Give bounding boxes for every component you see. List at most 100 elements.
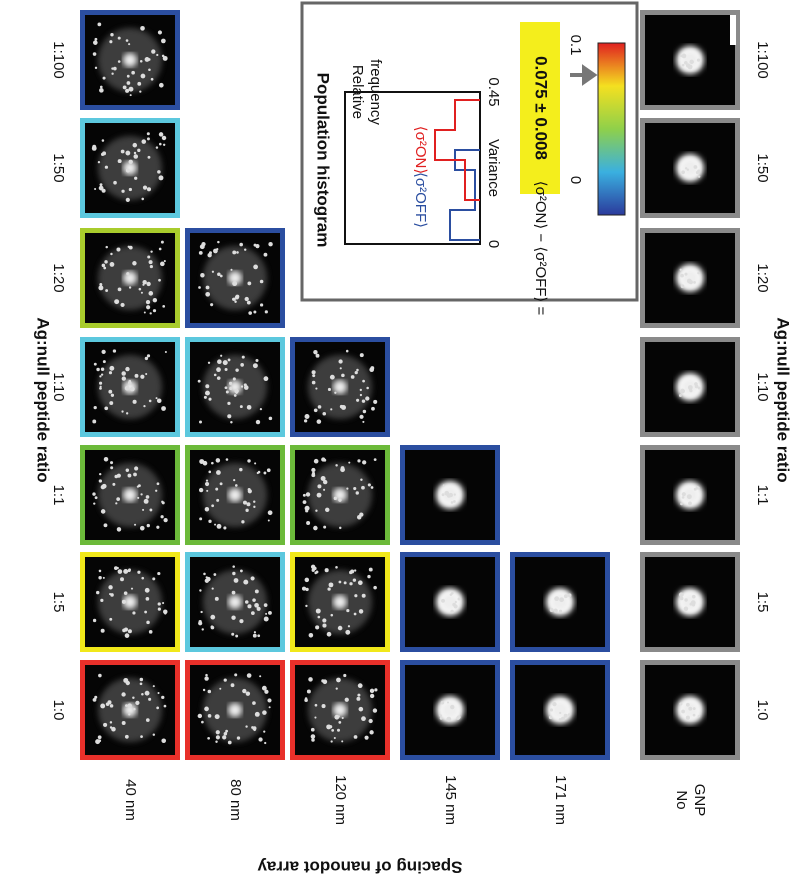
cell-spot [140, 735, 143, 738]
cell-spot [242, 356, 245, 359]
cell-spot [224, 732, 228, 736]
cell-spot [220, 275, 223, 278]
cell-spot [206, 480, 208, 482]
cell-spot [205, 482, 209, 486]
cell-spot [251, 576, 255, 580]
cell-spot [146, 300, 150, 304]
cell-spot [118, 569, 123, 574]
result: 0.075 ± 0.008 [532, 56, 551, 160]
cell-spot [559, 610, 562, 613]
cell-spot [251, 726, 254, 729]
ratio-label: 1:1 [50, 485, 67, 506]
cell-spot [685, 167, 687, 169]
cell-spot [150, 312, 152, 314]
cell-spot [100, 599, 103, 602]
cell-spot [146, 718, 150, 722]
cell-spot [682, 492, 686, 496]
cell-spot [309, 633, 314, 638]
cell-spot [230, 421, 232, 423]
cell-spot [362, 594, 366, 598]
cell-spot [235, 392, 237, 394]
cell-spot [100, 386, 102, 388]
cell-spot [159, 132, 163, 136]
cell-spot [680, 55, 683, 58]
cell-spot [156, 146, 158, 148]
cell-spot [161, 39, 166, 44]
cell-spot [306, 521, 310, 525]
cell-spot [354, 613, 357, 616]
cell-spot [680, 389, 685, 394]
cell-spot [147, 132, 150, 135]
cell-spot [564, 594, 568, 598]
cell-spot [223, 360, 228, 365]
cell-spot [336, 688, 338, 690]
cell-spot [130, 94, 132, 96]
cell-spot [100, 86, 103, 89]
cell-spot [212, 271, 214, 273]
cell-spot [118, 60, 121, 63]
cell-spot [679, 702, 682, 705]
cell-spot [94, 188, 96, 190]
cell-spot [109, 618, 112, 621]
cell-spot [338, 721, 341, 724]
cell-spot [219, 688, 221, 690]
cell-spot [222, 735, 226, 739]
cell-spot [369, 568, 373, 572]
cell-spot [145, 588, 150, 593]
cell-spot [356, 399, 359, 402]
cell-spot [131, 71, 135, 75]
cell-spot [118, 159, 122, 163]
cell-spot [131, 588, 133, 590]
cell-spot [330, 375, 335, 380]
cell-spot [149, 260, 153, 264]
cell-spot [351, 375, 355, 379]
cell-spot [346, 488, 348, 490]
cell-spot [360, 389, 362, 391]
cell-spot [360, 394, 362, 396]
cell-spot [93, 619, 96, 622]
cell-spot [199, 589, 201, 591]
cell-spot [125, 367, 129, 371]
cell-spot [360, 353, 364, 357]
cell-spot [681, 170, 685, 174]
cell-spot [198, 380, 201, 383]
cell-spot [157, 170, 161, 174]
cell-spot [231, 683, 235, 687]
cell-spot [253, 265, 258, 270]
cell-core [123, 488, 137, 502]
cell-spot [264, 617, 269, 622]
cell-spot [145, 373, 147, 375]
cell-spot [342, 717, 344, 719]
cell-spot [371, 486, 374, 489]
cell-spot [128, 629, 132, 633]
cell-spot [441, 599, 445, 603]
cell-spot [450, 705, 454, 709]
cell-spot [559, 718, 562, 721]
cell-spot [361, 486, 365, 490]
cell-spot [128, 43, 130, 45]
cell-spot [118, 288, 122, 292]
cell-spot [210, 615, 215, 620]
cell-spot [684, 607, 689, 612]
cell-spot [215, 597, 219, 601]
cell-spot [441, 701, 444, 704]
cell-spot [228, 358, 231, 361]
cell-spot [550, 708, 553, 711]
histogram-ylabel: frequency [367, 59, 384, 125]
cell-spot [216, 367, 221, 372]
cell-spot [231, 633, 234, 636]
cell-spot [94, 406, 97, 409]
cell-spot [245, 600, 249, 604]
cell-spot [321, 476, 326, 481]
cell-spot [373, 708, 377, 712]
cell-spot [130, 387, 135, 392]
cell-spot [128, 713, 130, 715]
cell-spot [267, 468, 271, 472]
cell-spot [234, 673, 237, 676]
cell-spot [205, 674, 208, 677]
cell-spot [132, 697, 134, 699]
cell-spot [128, 381, 132, 385]
cell-spot [138, 484, 141, 487]
cell-spot [253, 634, 257, 638]
colorbar [598, 43, 625, 215]
